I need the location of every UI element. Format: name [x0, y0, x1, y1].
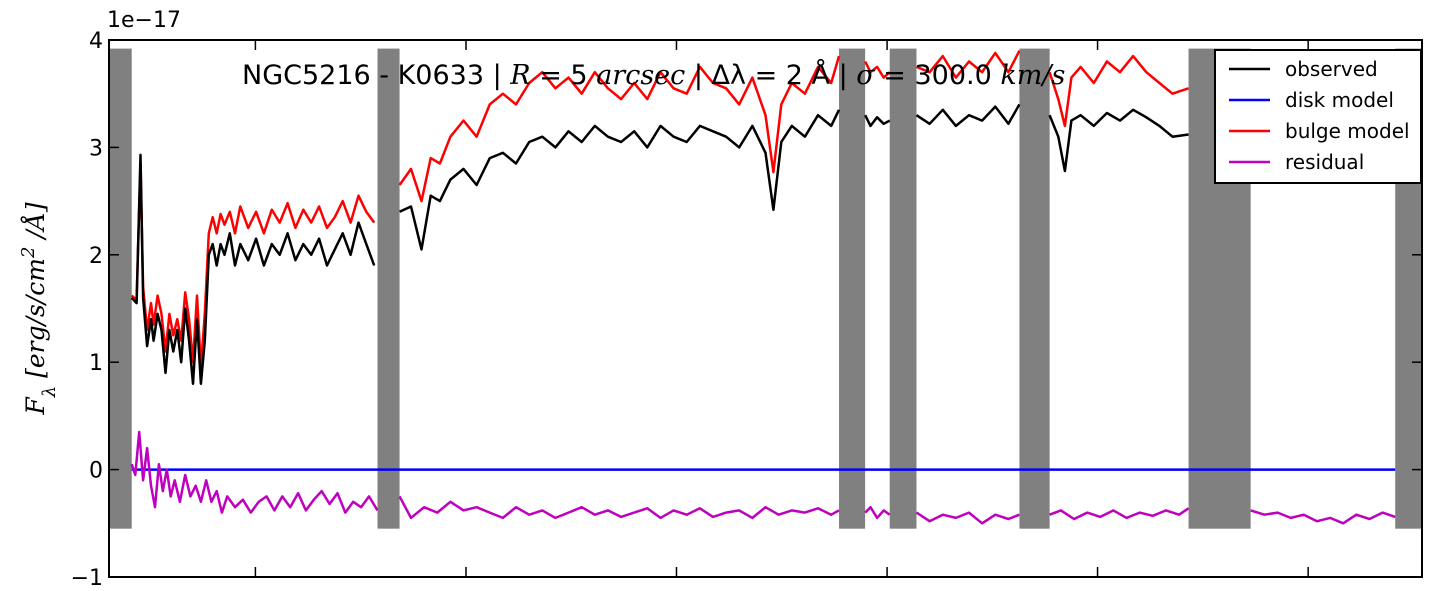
y-tick-label: 0	[89, 459, 103, 484]
series-line-bulge-model	[916, 50, 1021, 79]
chart-title-part: NGC5216 - K0633 |	[242, 60, 510, 91]
plot-frame	[108, 39, 1423, 578]
y-tick-label: 3	[89, 136, 103, 161]
y-axis-label-part: /Å]	[20, 202, 50, 246]
legend-label: bulge model	[1285, 119, 1410, 143]
masked-region	[889, 48, 917, 529]
y-axis-label-part: 2	[18, 247, 39, 259]
series-line-residual	[915, 511, 1020, 525]
legend-label: disk model	[1285, 88, 1394, 112]
y-tick-label: 1	[89, 351, 103, 376]
series-line-residual	[1049, 507, 1190, 521]
series-line-bulge-model	[864, 60, 891, 79]
series-line-residual	[864, 505, 891, 520]
series-line-observed	[130, 153, 376, 385]
y-offset-label: 1e−17	[107, 8, 181, 33]
series-line-observed	[915, 103, 1021, 128]
y-axis-label-part: [erg/s/cm	[21, 258, 50, 386]
y-axis-label-part: F	[21, 396, 50, 416]
axis-ticks: −1 0 1 2 3 4	[71, 29, 1422, 591]
y-tick-label: 4	[89, 29, 103, 54]
y-tick-label: 2	[89, 244, 103, 269]
chart-title: NGC5216 - K0633 | R = 5 arcsec | Δλ = 2 …	[242, 59, 1065, 91]
chart-title-part: | Δλ = 2 Å |	[685, 59, 856, 91]
masked-region	[839, 48, 866, 529]
masked-region	[109, 48, 132, 529]
chart-title-part: = 300.0	[875, 60, 1001, 91]
series-line-residual	[398, 495, 840, 520]
chart-title-part: σ	[856, 60, 876, 91]
chart-title-part: R	[509, 60, 530, 91]
series-line-residual	[1250, 509, 1396, 525]
series-line-bulge-model	[130, 162, 376, 369]
series-line-observed	[399, 109, 841, 251]
masked-region	[377, 48, 400, 529]
legend-label: observed	[1285, 57, 1378, 81]
y-axis-label-part: λ	[39, 386, 60, 398]
legend-label: residual	[1285, 150, 1364, 174]
chart-title-part: km/s	[1000, 60, 1065, 91]
chart-title-part: = 5	[531, 60, 597, 91]
legend: observed disk model bulge model residual	[1214, 49, 1422, 184]
y-axis-label: Fλ [erg/s/cm2 /Å]	[18, 202, 60, 416]
series-lines	[130, 50, 1396, 525]
series-line-residual	[130, 430, 379, 514]
series-line-bulge-model	[398, 55, 841, 203]
series-line-bulge-model	[1048, 54, 1189, 128]
masked-region	[1019, 48, 1050, 529]
series-line-observed	[864, 114, 891, 128]
series-line-observed	[1048, 108, 1189, 173]
y-tick-label: −1	[71, 566, 103, 591]
chart-title-part: arcsec	[596, 60, 685, 91]
